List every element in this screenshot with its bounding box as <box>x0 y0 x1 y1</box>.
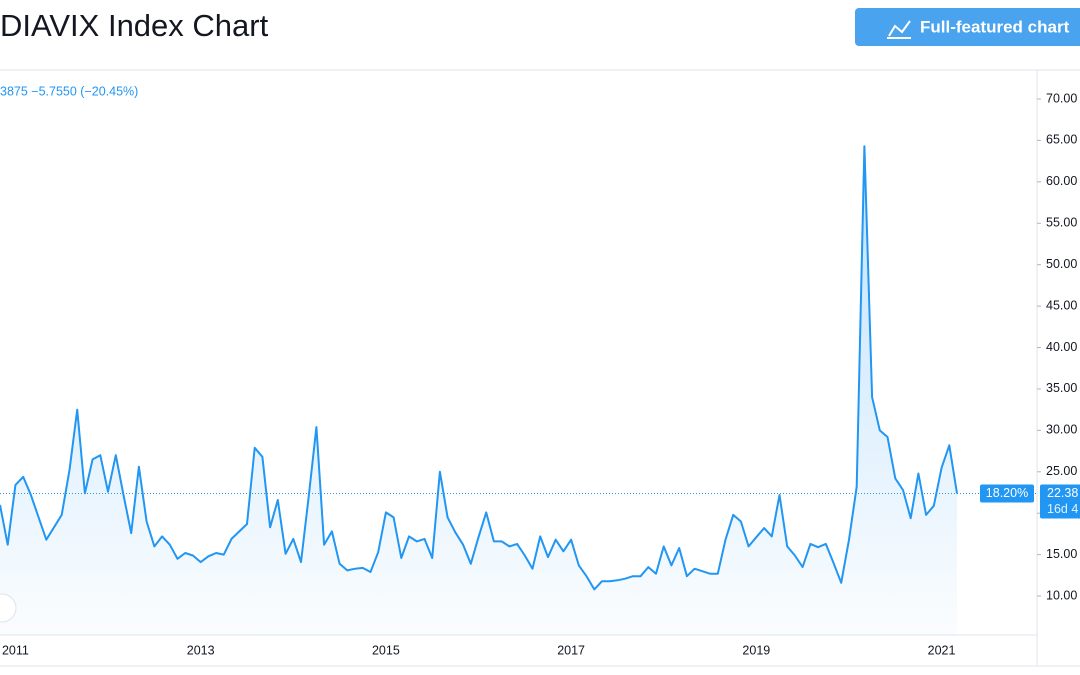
y-tick-label: 35.00 <box>1046 381 1077 395</box>
countdown-label: 16d 4 <box>1047 502 1078 516</box>
last-value-badge <box>1040 484 1080 519</box>
last-value-label: 22.38 <box>1047 486 1078 500</box>
percent-label: 18.20% <box>986 486 1028 500</box>
x-tick-label: 2011 <box>2 643 29 657</box>
x-tick-label: 2015 <box>372 643 400 657</box>
button-icon <box>887 20 911 39</box>
scroll-button <box>0 593 17 623</box>
area <box>0 146 957 635</box>
x-tick-label: 2021 <box>928 643 956 657</box>
full-chart-button[interactable] <box>855 8 1080 46</box>
y-tick-label: 65.00 <box>1046 133 1077 147</box>
x-tick-label: 2013 <box>187 643 215 657</box>
y-tick-label: 55.00 <box>1046 216 1077 230</box>
y-tick-label: 15.00 <box>1046 547 1077 561</box>
line <box>0 145 958 591</box>
y-tick-label: 70.00 <box>1046 91 1077 105</box>
y-tick-label: 50.00 <box>1046 257 1077 271</box>
button-label[interactable]: Full-featured chart <box>920 17 1070 36</box>
header-change: 3875 −5.7550 (−20.45%) <box>0 84 138 98</box>
y-tick-label: 60.00 <box>1046 174 1077 188</box>
y-tick-label: 40.00 <box>1046 340 1077 354</box>
percent-badge <box>980 484 1034 503</box>
y-tick-label: 45.00 <box>1046 298 1077 312</box>
x-tick-label: 2019 <box>742 643 770 657</box>
chart-title: DIAVIX Index Chart <box>0 8 269 43</box>
y-tick-label: 25.00 <box>1046 464 1077 478</box>
y-tick-label: 10.00 <box>1046 588 1077 602</box>
x-tick-label: 2017 <box>557 643 585 657</box>
y-tick-label: 30.00 <box>1046 423 1077 437</box>
